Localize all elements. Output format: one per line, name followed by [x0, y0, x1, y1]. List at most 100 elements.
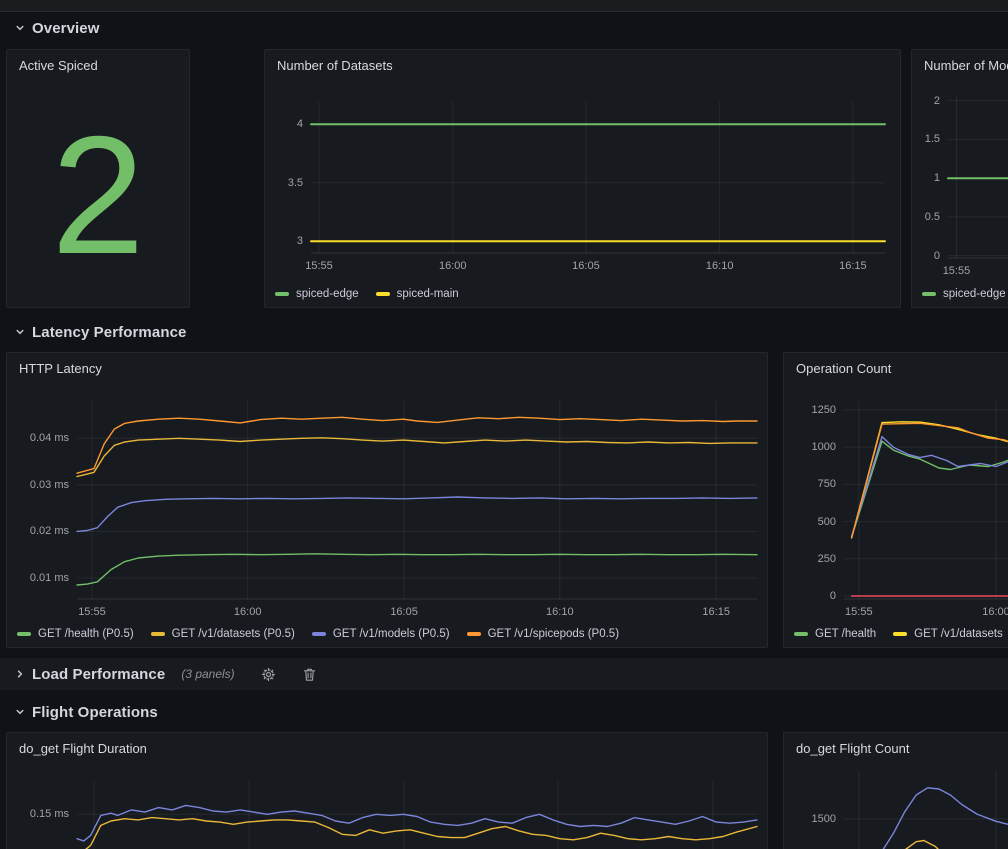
y-tick-label: 0 [784, 589, 836, 604]
chart-plot-area[interactable] [311, 102, 885, 253]
chart-legend: GET /health (P0.5) GET /v1/datasets (P0.5… [17, 628, 619, 640]
panel-title[interactable]: Number of Datasets [277, 58, 393, 73]
panel-title[interactable]: do_get Flight Duration [19, 741, 147, 756]
chart-legend: spiced-edge spiced-main [275, 288, 459, 300]
panel-do-get-flight-count: do_get Flight Count 1500 [783, 732, 1008, 849]
section-title: Load Performance [32, 666, 165, 683]
y-tick-label: 1250 [784, 403, 836, 418]
legend-item[interactable]: GET /v1/spicepods (P0.5) [467, 628, 619, 640]
panel-title[interactable]: Operation Count [796, 361, 891, 376]
series-line [852, 423, 1008, 538]
x-tick-label: 15:55 [289, 259, 349, 274]
legend-swatch-icon [17, 632, 31, 636]
x-tick-label: 15:55 [829, 605, 889, 620]
y-tick-label: 250 [784, 552, 836, 567]
x-tick-label: 16:00 [966, 605, 1008, 620]
legend-label: GET /v1/models (P0.5) [333, 628, 450, 640]
panel-active-spiced: Active Spiced 2 [6, 49, 190, 308]
stat-value: 2 [7, 82, 189, 307]
legend-swatch-icon [275, 292, 289, 296]
chart-plot-area[interactable] [948, 96, 1008, 258]
panel-title[interactable]: do_get Flight Count [796, 741, 909, 756]
series-line [893, 841, 1008, 849]
x-tick-label: 16:15 [823, 259, 883, 274]
series-line [852, 422, 1008, 538]
legend-item[interactable]: GET /health (P0.5) [17, 628, 134, 640]
legend-item[interactable]: spiced-edge [275, 288, 359, 300]
x-tick-label: 16:15 [686, 605, 746, 620]
series-line [77, 554, 757, 585]
section-load-performance[interactable]: Load Performance (3 panels) [0, 658, 1008, 690]
chart-legend: GET /healthGET /v1/datasetsGET /v1/model… [794, 628, 1008, 640]
legend-label: GET /v1/datasets (P0.5) [172, 628, 295, 640]
panels-count: (3 panels) [181, 667, 234, 681]
legend-label: spiced-edge [943, 288, 1006, 300]
chevron-down-icon [14, 326, 26, 338]
legend-label: GET /health (P0.5) [38, 628, 134, 640]
x-tick-label: 15:55 [926, 264, 986, 279]
y-tick-label: 3.5 [265, 176, 303, 191]
y-tick-label: 0.03 ms [7, 478, 69, 493]
section-overview[interactable]: Overview [14, 17, 100, 39]
legend-item[interactable]: GET /v1/datasets (P0.5) [151, 628, 295, 640]
legend-swatch-icon [893, 632, 907, 636]
series-line [77, 805, 757, 841]
legend-item[interactable]: GET /v1/models (P0.5) [312, 628, 450, 640]
legend-swatch-icon [151, 632, 165, 636]
legend-swatch-icon [376, 292, 390, 296]
legend-swatch-icon [794, 632, 808, 636]
legend-swatch-icon [312, 632, 326, 636]
chart-plot-area[interactable] [77, 401, 757, 599]
y-tick-label: 1500 [784, 812, 836, 827]
series-line [77, 497, 757, 531]
legend-label: GET /v1/spicepods (P0.5) [488, 628, 619, 640]
chart-legend: spiced-edge [922, 288, 1006, 300]
legend-label: spiced-edge [296, 288, 359, 300]
y-tick-label: 3 [265, 234, 303, 249]
panel-number-of-models: Number of Models spiced-edge 0 0.5 1 1.5 2 15… [911, 49, 1008, 308]
chart-plot-area[interactable] [77, 781, 757, 849]
x-tick-label: 16:00 [218, 605, 278, 620]
legend-item[interactable]: GET /health [794, 628, 876, 640]
trash-icon[interactable] [302, 667, 317, 682]
gear-icon[interactable] [261, 667, 276, 682]
y-tick-label: 500 [784, 515, 836, 530]
x-tick-label: 16:00 [423, 259, 483, 274]
y-tick-label: 0.15 ms [7, 807, 69, 822]
y-tick-label: 750 [784, 477, 836, 492]
legend-label: GET /v1/datasets [914, 628, 1003, 640]
toolbar-bottom-edge [0, 0, 1008, 12]
panel-http-latency: HTTP Latency GET /health (P0.5) GET /v1/d… [6, 352, 768, 648]
legend-swatch-icon [467, 632, 481, 636]
chart-plot-area[interactable] [844, 771, 1008, 849]
series-line [77, 417, 757, 473]
section-flight-operations[interactable]: Flight Operations [14, 701, 158, 723]
y-tick-label: 0.04 ms [7, 431, 69, 446]
x-tick-label: 16:10 [530, 605, 590, 620]
section-latency-performance[interactable]: Latency Performance [14, 321, 186, 343]
y-tick-label: 0.5 [912, 210, 940, 225]
chevron-down-icon [14, 706, 26, 718]
legend-label: GET /health [815, 628, 876, 640]
panel-title[interactable]: HTTP Latency [19, 361, 102, 376]
y-tick-label: 2 [912, 94, 940, 109]
panel-number-of-datasets: Number of Datasets spiced-edge spiced-mai… [264, 49, 901, 308]
panel-title[interactable]: Active Spiced [19, 58, 98, 73]
series-line [77, 438, 757, 477]
y-tick-label: 0 [912, 249, 940, 264]
legend-item[interactable]: GET /v1/datasets [893, 628, 1003, 640]
y-tick-label: 1000 [784, 440, 836, 455]
chart-plot-area[interactable] [844, 401, 1008, 599]
section-title: Latency Performance [32, 324, 186, 341]
y-tick-label: 1 [912, 171, 940, 186]
y-tick-label: 0.01 ms [7, 571, 69, 586]
series-line [882, 788, 1008, 849]
panel-title[interactable]: Number of Models [924, 58, 1008, 73]
legend-item[interactable]: spiced-main [376, 288, 459, 300]
legend-item[interactable]: spiced-edge [922, 288, 1006, 300]
chevron-down-icon [14, 22, 26, 34]
series-line [77, 818, 757, 849]
panel-do-get-flight-duration: do_get Flight Duration 0.15 ms [6, 732, 768, 849]
y-tick-label: 1.5 [912, 132, 940, 147]
y-tick-label: 4 [265, 117, 303, 132]
